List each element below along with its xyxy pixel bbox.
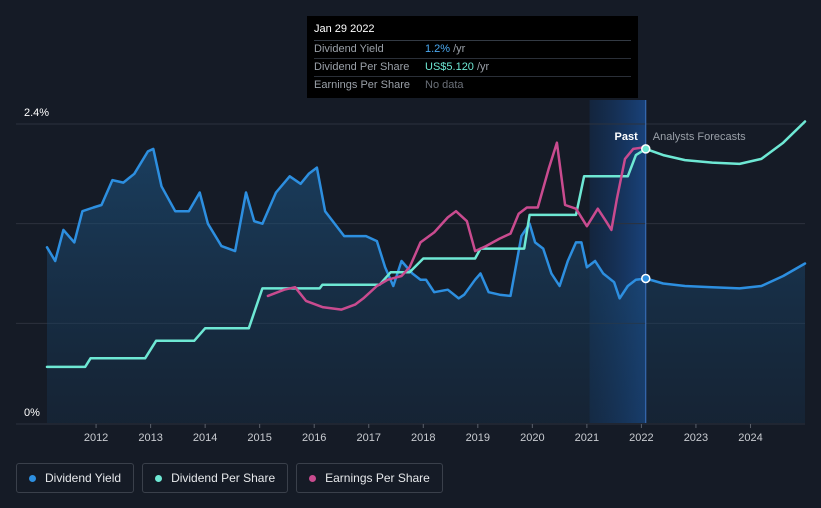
x-tick-label: 2023 <box>684 432 708 444</box>
legend-label: Earnings Per Share <box>325 471 430 485</box>
tooltip-label: Dividend Per Share <box>314 61 410 73</box>
x-tick-label: 2013 <box>138 432 162 444</box>
dividend-yield-forecast-line <box>644 262 807 290</box>
dividend-yield-area <box>47 148 805 423</box>
tooltip-unit: /yr <box>476 61 490 73</box>
x-tick-label: 2016 <box>302 432 326 444</box>
legend-dividend-yield[interactable]: Dividend Yield <box>16 463 135 493</box>
dividend-per-share-line <box>45 147 648 369</box>
x-tick-label: 2020 <box>520 432 544 444</box>
x-tick-label: 2017 <box>356 432 380 444</box>
dividend-yield-marker <box>641 273 651 284</box>
legend-dot-icon <box>309 474 317 482</box>
legend: Dividend Yield Dividend Per Share Earnin… <box>16 463 443 493</box>
x-tick-label: 2015 <box>247 432 271 444</box>
legend-dividend-per-share[interactable]: Dividend Per Share <box>142 463 289 493</box>
tooltip: Jan 29 2022 Dividend Yield 1.2% /yr Divi… <box>307 16 638 98</box>
tooltip-value: US$5.120 <box>425 61 474 73</box>
x-tick-label: 2022 <box>629 432 653 444</box>
dividend-per-share-forecast-line <box>644 120 807 166</box>
forecast-label: Analysts Forecasts <box>653 131 746 143</box>
tooltip-label: Dividend Yield <box>314 43 384 55</box>
legend-dot-icon <box>155 474 163 482</box>
y-axis-label-top: 2.4% <box>24 107 49 119</box>
tooltip-row-dividend-per-share: Dividend Per Share US$5.120 /yr <box>314 59 631 77</box>
tooltip-row-dividend-yield: Dividend Yield 1.2% /yr <box>314 41 631 59</box>
y-axis-label-bottom: 0% <box>24 407 40 419</box>
tooltip-label: Earnings Per Share <box>314 79 410 91</box>
series-layer <box>45 120 807 369</box>
tooltip-value: 1.2% <box>425 43 451 55</box>
x-axis: 2012 2013 2014 2015 2016 2017 2018 2019 2020 2021… <box>84 424 763 444</box>
tooltip-unit: /yr <box>453 43 466 55</box>
dividend-per-share-marker <box>641 144 651 154</box>
tooltip-value: No data <box>425 79 464 91</box>
tooltip-row-earnings-per-share: Earnings Per Share No data <box>314 77 631 94</box>
legend-dot-icon <box>29 474 36 482</box>
x-tick-label: 2014 <box>193 432 217 444</box>
legend-earnings-per-share[interactable]: Earnings Per Share <box>296 463 443 493</box>
legend-label: Dividend Per Share <box>171 471 276 485</box>
x-tick-label: 2018 <box>411 432 435 444</box>
x-tick-label: 2021 <box>575 432 599 444</box>
marker-layer <box>641 144 651 284</box>
x-tick-label: 2024 <box>738 432 762 444</box>
x-tick-label: 2012 <box>84 432 108 444</box>
legend-label: Dividend Yield <box>45 471 122 485</box>
earnings-per-share-line <box>266 141 646 311</box>
tooltip-date: Jan 29 2022 <box>314 22 631 41</box>
dividend-yield-line <box>45 147 648 300</box>
x-tick-label: 2019 <box>466 432 490 444</box>
past-label: Past <box>615 131 639 143</box>
